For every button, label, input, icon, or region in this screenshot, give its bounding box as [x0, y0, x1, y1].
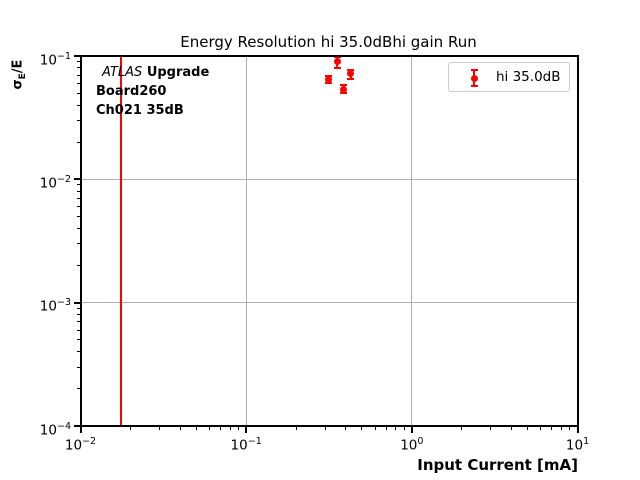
- y-axis-label-sigma: σ: [10, 79, 26, 90]
- y-minor-tick: [76, 74, 80, 76]
- grid-line-horizontal: [80, 178, 578, 180]
- y-minor-tick: [76, 366, 80, 368]
- legend-label: hi 35.0dB: [496, 69, 561, 85]
- y-minor-tick: [76, 141, 80, 143]
- annotation-atlas: ATLAS: [102, 65, 143, 80]
- grid-line-vertical: [411, 56, 413, 426]
- x-minor-tick: [229, 427, 231, 430]
- y-minor-tick: [76, 215, 80, 217]
- annotation-upgrade: Upgrade: [146, 65, 210, 80]
- x-minor-tick: [220, 427, 221, 430]
- x-minor-tick: [540, 427, 542, 430]
- x-minor-tick: [490, 427, 492, 430]
- x-tick-label: 10−2: [64, 436, 97, 454]
- y-tick-label: 10−4: [39, 420, 71, 439]
- legend-errorbar-marker-icon: [468, 67, 480, 89]
- x-minor-tick: [238, 427, 240, 430]
- x-minor-tick: [511, 427, 513, 430]
- y-axis-label-subscript: E: [18, 73, 29, 80]
- y-tick-label: 10−2: [39, 173, 71, 192]
- y-minor-tick: [76, 351, 80, 353]
- y-minor-tick: [76, 82, 80, 84]
- data-point: [340, 85, 348, 93]
- x-minor-tick: [551, 427, 553, 430]
- chart-title: Energy Resolution hi 35.0dBhi gain Run: [180, 33, 477, 51]
- x-major-tick: [79, 427, 82, 433]
- y-tick-label: 10−1: [39, 50, 71, 69]
- x-minor-tick: [324, 427, 326, 430]
- y-axis-label: σE/E: [10, 57, 29, 93]
- x-major-tick: [245, 427, 248, 433]
- grid-line-horizontal: [80, 302, 578, 304]
- x-minor-tick: [159, 427, 161, 430]
- x-tick-label: 10−1: [230, 436, 262, 454]
- y-minor-tick: [76, 67, 80, 69]
- y-minor-tick: [76, 265, 80, 267]
- legend-marker-dot: [470, 74, 478, 82]
- y-minor-tick: [76, 184, 80, 186]
- y-minor-tick: [76, 243, 80, 245]
- x-minor-tick: [569, 427, 571, 430]
- x-minor-tick: [385, 427, 387, 430]
- y-axis-label-rest: /E: [10, 59, 26, 74]
- x-axis-label: Input Current [mA]: [417, 456, 578, 474]
- x-tick-label: 101: [565, 436, 590, 454]
- y-tick-label: 10−3: [39, 297, 71, 315]
- x-major-tick: [410, 427, 413, 433]
- y-minor-tick: [76, 190, 80, 192]
- grid-line-vertical: [245, 56, 247, 426]
- error-bar-cap: [325, 74, 333, 77]
- error-bar-cap: [325, 82, 333, 85]
- y-major-tick: [73, 55, 80, 57]
- x-minor-tick: [527, 427, 529, 430]
- y-major-tick: [73, 425, 80, 427]
- x-minor-tick: [395, 427, 397, 430]
- legend: hi 35.0dB: [448, 62, 570, 92]
- legend-errorbar-cap-top: [470, 69, 478, 71]
- y-minor-tick: [76, 227, 80, 229]
- y-minor-tick: [76, 206, 80, 208]
- y-minor-tick: [76, 388, 80, 390]
- y-major-tick: [73, 301, 80, 304]
- y-minor-tick: [76, 314, 80, 316]
- annotation-line-3: Ch021 35dB: [96, 103, 184, 118]
- y-minor-tick: [76, 92, 80, 94]
- y-minor-tick: [76, 329, 80, 331]
- y-minor-tick: [76, 307, 80, 309]
- annotation-line-2: Board260: [96, 84, 167, 99]
- y-major-tick: [73, 178, 80, 181]
- annotation-line-1: ATLAS Upgrade: [96, 63, 209, 82]
- x-minor-tick: [461, 427, 463, 430]
- error-bar-cap: [347, 68, 355, 71]
- data-point: [325, 75, 333, 83]
- y-minor-tick: [76, 119, 80, 121]
- x-major-tick: [576, 427, 579, 433]
- y-minor-tick: [76, 61, 80, 63]
- x-minor-tick: [195, 427, 197, 430]
- x-minor-tick: [179, 427, 181, 430]
- y-minor-tick: [76, 197, 80, 199]
- y-minor-tick: [76, 104, 80, 106]
- error-bar-cap: [333, 66, 341, 69]
- x-minor-tick: [361, 427, 363, 430]
- annotation: ATLAS Upgrade Board260 Ch021 35dB: [96, 63, 209, 120]
- legend-errorbar-cap-bottom: [470, 85, 478, 87]
- error-bar-cap: [340, 92, 348, 95]
- y-minor-tick: [76, 321, 80, 323]
- x-minor-tick: [560, 427, 562, 430]
- data-point: [333, 58, 341, 66]
- y-minor-tick: [76, 339, 80, 341]
- x-tick-label: 100: [400, 436, 424, 454]
- x-minor-tick: [374, 427, 376, 430]
- threshold-line: [119, 57, 122, 425]
- error-bar-cap: [347, 77, 355, 80]
- data-point: [347, 70, 355, 78]
- x-minor-tick: [208, 427, 210, 430]
- x-minor-tick: [295, 427, 297, 430]
- error-bar-cap: [340, 84, 348, 87]
- x-minor-tick: [129, 427, 131, 430]
- x-minor-tick: [345, 427, 347, 430]
- x-minor-tick: [403, 427, 405, 430]
